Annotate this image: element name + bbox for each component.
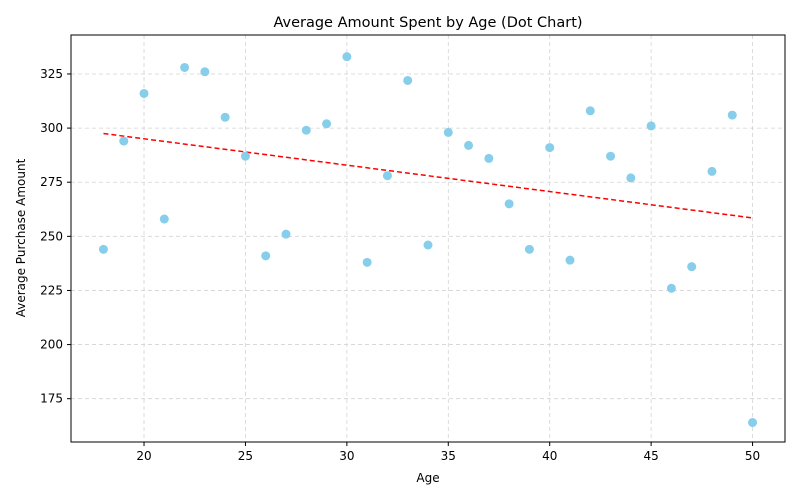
- y-axis-label: Average Purchase Amount: [14, 158, 28, 317]
- data-point: [261, 251, 271, 261]
- trend-line: [103, 132, 753, 219]
- x-tick-label: 20: [136, 449, 151, 463]
- points-layer: [98, 52, 758, 428]
- data-point: [585, 106, 595, 116]
- data-point: [139, 88, 149, 98]
- data-point: [545, 143, 555, 153]
- data-point: [646, 121, 656, 131]
- data-point: [464, 140, 474, 150]
- x-axis-label: Age: [416, 471, 439, 485]
- x-tick-label: 30: [339, 449, 354, 463]
- data-point: [159, 214, 169, 224]
- data-point: [504, 199, 514, 209]
- y-tick-label: 225: [40, 283, 63, 297]
- data-point: [220, 112, 230, 122]
- ticks-layer: 20 25 30 35 40 45 50 175 200 225 250 275 300 325: [40, 67, 760, 463]
- x-tick-label: 35: [441, 449, 456, 463]
- grid-layer: [71, 35, 785, 442]
- data-point: [301, 125, 311, 135]
- x-tick-label: 40: [542, 449, 557, 463]
- x-tick-label: 25: [238, 449, 253, 463]
- y-tick-label: 250: [40, 229, 63, 243]
- data-point: [524, 244, 534, 254]
- data-point: [626, 173, 636, 183]
- data-point: [382, 171, 392, 181]
- data-point: [322, 119, 332, 129]
- trend-layer: [103, 132, 753, 219]
- data-point: [240, 151, 250, 161]
- data-point: [98, 244, 108, 254]
- data-point: [727, 110, 737, 120]
- y-tick-label: 325: [40, 67, 63, 81]
- x-tick-label: 50: [745, 449, 760, 463]
- chart-title: Average Amount Spent by Age (Dot Chart): [273, 15, 582, 31]
- data-point: [443, 127, 453, 137]
- data-point: [342, 52, 352, 62]
- y-tick-label: 200: [40, 338, 63, 352]
- x-tick-label: 45: [643, 449, 658, 463]
- data-point: [362, 257, 372, 267]
- data-point: [687, 262, 697, 272]
- y-tick-label: 300: [40, 121, 63, 135]
- y-tick-label: 275: [40, 175, 63, 189]
- data-point: [565, 255, 575, 265]
- plot-frame: [70, 34, 786, 443]
- data-point: [423, 240, 433, 250]
- data-point: [748, 418, 758, 428]
- data-point: [707, 166, 717, 176]
- data-point: [484, 153, 494, 163]
- data-point: [119, 136, 129, 146]
- data-point: [403, 75, 413, 85]
- data-point: [200, 67, 210, 77]
- data-point: [180, 62, 190, 72]
- data-point: [606, 151, 616, 161]
- data-point: [666, 283, 676, 293]
- data-point: [281, 229, 291, 239]
- y-tick-label: 175: [40, 392, 63, 406]
